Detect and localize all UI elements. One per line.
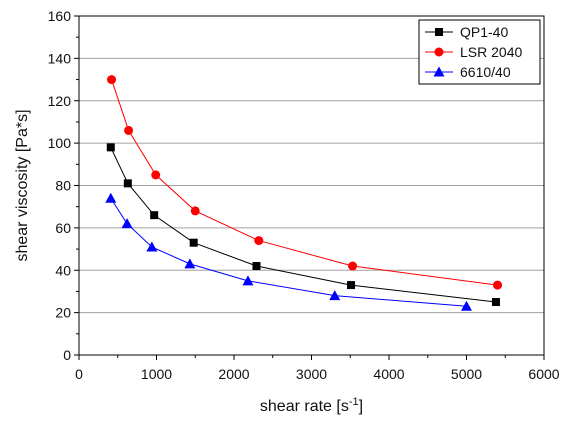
y-tick-label: 120 (48, 93, 72, 109)
y-tick-label: 80 (55, 178, 71, 194)
y-axis-title: shear viscosity [Pa*s] (14, 109, 31, 261)
x-axis-title: shear rate [s-1] (260, 396, 363, 415)
data-point (124, 125, 134, 135)
data-point (242, 275, 254, 286)
series-2 (105, 192, 472, 311)
data-point (106, 143, 115, 152)
data-point (493, 280, 502, 290)
data-point (121, 218, 133, 229)
y-tick-label: 40 (55, 262, 71, 278)
x-tick-label: 5000 (451, 366, 482, 382)
data-point (252, 262, 261, 271)
data-point (151, 170, 161, 180)
y-tick-label: 100 (48, 135, 72, 151)
data-point (189, 238, 198, 247)
data-point (254, 236, 264, 246)
data-point (150, 211, 159, 220)
y-tick-label: 160 (48, 8, 72, 24)
data-point (146, 241, 158, 252)
data-point (105, 192, 117, 203)
y-tick-label: 60 (55, 220, 71, 236)
data-point (107, 75, 117, 85)
data-point (123, 179, 132, 188)
legend-marker (434, 47, 444, 57)
data-point (461, 300, 472, 311)
y-tick-label: 0 (63, 347, 71, 363)
data-point (348, 261, 358, 271)
data-point (184, 258, 196, 269)
series-1 (107, 75, 502, 290)
axis-ticks: 0 1000 2000 3000 4000 5000 6000 0 20 40 60 80 100 120… (48, 8, 560, 382)
x-tick-label: 2000 (218, 366, 249, 382)
legend-label: QP1-40 (460, 24, 508, 40)
data-point (190, 206, 200, 216)
y-tick-label: 20 (55, 305, 71, 321)
x-tick-label: 3000 (296, 366, 327, 382)
data-point (347, 281, 356, 290)
gridlines (79, 57, 544, 314)
legend-label: LSR 2040 (460, 44, 522, 60)
series-layer (105, 75, 502, 311)
y-tick-label: 140 (48, 50, 72, 66)
legend: QP1-40 LSR 2040 6610/40 (418, 19, 541, 85)
series-line (110, 197, 467, 307)
legend-label: 6610/40 (460, 64, 511, 80)
legend-entry: QP1-40 (425, 24, 508, 40)
legend-entry: LSR 2040 (425, 44, 522, 60)
legend-entry: 6610/40 (425, 64, 511, 80)
x-tick-label: 4000 (373, 366, 404, 382)
data-point (491, 298, 500, 307)
x-tick-label: 0 (75, 366, 83, 382)
series-line (110, 147, 497, 303)
legend-marker (435, 28, 443, 36)
legend-marker (433, 66, 445, 77)
series-0 (106, 143, 500, 307)
x-tick-label: 6000 (528, 366, 559, 382)
data-point (329, 290, 341, 301)
x-tick-label: 1000 (141, 366, 172, 382)
